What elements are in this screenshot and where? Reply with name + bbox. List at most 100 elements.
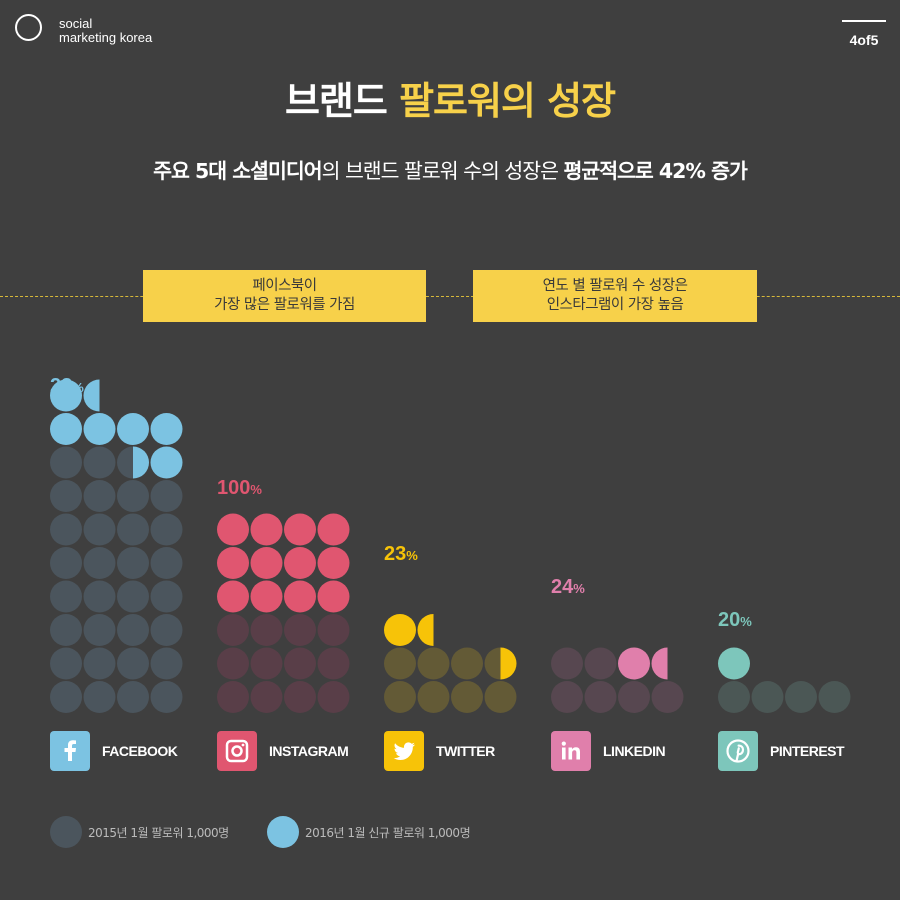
dot-new-facebook xyxy=(83,413,116,445)
dot-new-instagram xyxy=(284,513,316,546)
percent-sign: % xyxy=(406,548,418,563)
dot-base-twitter xyxy=(417,647,450,680)
dot-base-facebook xyxy=(83,547,116,579)
dot-base-facebook xyxy=(150,647,183,680)
dot-base-facebook xyxy=(117,547,149,579)
growth-value-instagram: 100 xyxy=(217,477,251,499)
legend-label-2016: 2016년 1월 신규 팔로워 1,000명 xyxy=(305,826,471,840)
pinterest-icon xyxy=(718,731,758,771)
title-part-2: 팔로워의 성장 xyxy=(399,79,616,123)
dot-new-twitter xyxy=(384,614,416,646)
dot-base-pinterest xyxy=(718,681,750,713)
dot-base-facebook xyxy=(150,547,183,579)
dot-base-facebook xyxy=(50,647,82,680)
platform-label-twitter: TWITTER xyxy=(436,743,495,759)
dot-new-instagram xyxy=(317,580,350,613)
dot-base-twitter xyxy=(384,647,416,680)
dot-base-pinterest xyxy=(785,681,817,713)
dot-base-facebook xyxy=(150,580,183,613)
callout-instagram: 연도 별 팔로워 수 성장은 인스타그램이 가장 높음 xyxy=(473,270,757,322)
dot-new-facebook xyxy=(117,413,149,445)
dot-base-linkedin xyxy=(584,647,617,680)
dot-base-facebook xyxy=(117,647,149,680)
dot-base-facebook xyxy=(150,513,183,546)
dot-base-twitter xyxy=(484,681,517,713)
subtitle-bold-2: 평균적으로 42% 증가 xyxy=(563,159,747,183)
dot-base-facebook xyxy=(150,681,183,713)
logo-line-1: social xyxy=(59,16,93,31)
platform-label-pinterest: PINTEREST xyxy=(770,743,845,759)
page-indicator: 4of5 xyxy=(842,20,886,48)
platform-label-instagram: INSTAGRAM xyxy=(269,743,349,759)
dot-base-facebook xyxy=(83,681,116,713)
dot-base-facebook xyxy=(150,480,183,512)
dot-base-instagram xyxy=(317,647,350,680)
dot-base-pinterest xyxy=(818,681,851,713)
dot-base-instagram xyxy=(284,681,316,713)
dot-new-half-facebook xyxy=(83,379,100,412)
dot-base-facebook xyxy=(83,446,116,479)
dot-base-half-facebook xyxy=(117,446,133,479)
dot-base-instagram xyxy=(317,614,350,646)
dot-base-half-twitter xyxy=(484,647,501,680)
page-title: 브랜드 팔로워의 성장 xyxy=(0,70,900,125)
callout-2-line-1: 연도 별 팔로워 수 성장은 xyxy=(542,278,688,294)
dot-new-half-facebook xyxy=(133,446,149,479)
instagram-icon xyxy=(217,731,257,771)
logo-circle-icon xyxy=(15,14,42,41)
subtitle: 주요 5대 소셜미디어의 브랜드 팔로워 수의 성장은 평균적으로 42% 증가 xyxy=(0,154,900,184)
dot-new-pinterest xyxy=(718,647,750,680)
dot-base-facebook xyxy=(117,580,149,613)
dot-base-facebook xyxy=(117,681,149,713)
linkedin-icon xyxy=(551,731,591,771)
dot-base-twitter xyxy=(451,681,483,713)
callout-1-line-1: 페이스북이 xyxy=(252,278,317,294)
legend-label-2015: 2015년 1월 팔로워 1,000명 xyxy=(88,826,229,840)
growth-value-linkedin: 24 xyxy=(551,576,574,598)
platform-label-facebook: FACEBOOK xyxy=(102,743,178,759)
dot-base-linkedin xyxy=(551,647,583,680)
dot-base-instagram xyxy=(217,681,249,713)
dot-base-instagram xyxy=(250,647,283,680)
dot-new-instagram xyxy=(250,580,283,613)
dot-new-facebook xyxy=(50,379,82,412)
dot-base-facebook xyxy=(83,647,116,680)
dot-base-instagram xyxy=(317,681,350,713)
dot-new-half-linkedin xyxy=(651,647,668,680)
dot-base-facebook xyxy=(50,681,82,713)
growth-label-twitter: 23% xyxy=(384,543,418,566)
dot-base-instagram xyxy=(217,647,249,680)
callout-1-line-2: 가장 많은 팔로워를 가짐 xyxy=(214,297,355,313)
dot-base-facebook xyxy=(83,480,116,512)
dot-new-instagram xyxy=(217,580,249,613)
dot-base-twitter xyxy=(417,681,450,713)
dot-base-facebook xyxy=(50,513,82,546)
dot-new-facebook xyxy=(50,413,82,445)
dot-base-instagram xyxy=(284,647,316,680)
dot-base-linkedin xyxy=(651,681,684,713)
dashed-divider xyxy=(0,296,900,297)
dot-base-instagram xyxy=(250,614,283,646)
dot-base-facebook xyxy=(50,580,82,613)
dot-new-instagram xyxy=(317,513,350,546)
dot-base-linkedin xyxy=(584,681,617,713)
dot-base-facebook xyxy=(50,480,82,512)
legend-swatch-2015 xyxy=(50,816,82,848)
dot-new-instagram xyxy=(250,547,283,579)
facebook-icon xyxy=(50,731,90,771)
growth-label-pinterest: 20% xyxy=(718,609,752,632)
dot-new-half-twitter xyxy=(500,647,517,680)
dot-new-facebook xyxy=(150,413,183,445)
dot-base-instagram xyxy=(284,614,316,646)
subtitle-text: 의 브랜드 팔로워 수의 성장은 xyxy=(321,159,564,183)
dot-base-facebook xyxy=(117,614,149,646)
dot-new-instagram xyxy=(317,547,350,579)
dot-new-instagram xyxy=(284,580,316,613)
page-number: 4of5 xyxy=(849,32,879,48)
growth-label-linkedin: 24% xyxy=(551,576,585,599)
dot-new-instagram xyxy=(284,547,316,579)
dot-base-facebook xyxy=(117,480,149,512)
dot-base-linkedin xyxy=(618,681,650,713)
dot-base-facebook xyxy=(117,513,149,546)
